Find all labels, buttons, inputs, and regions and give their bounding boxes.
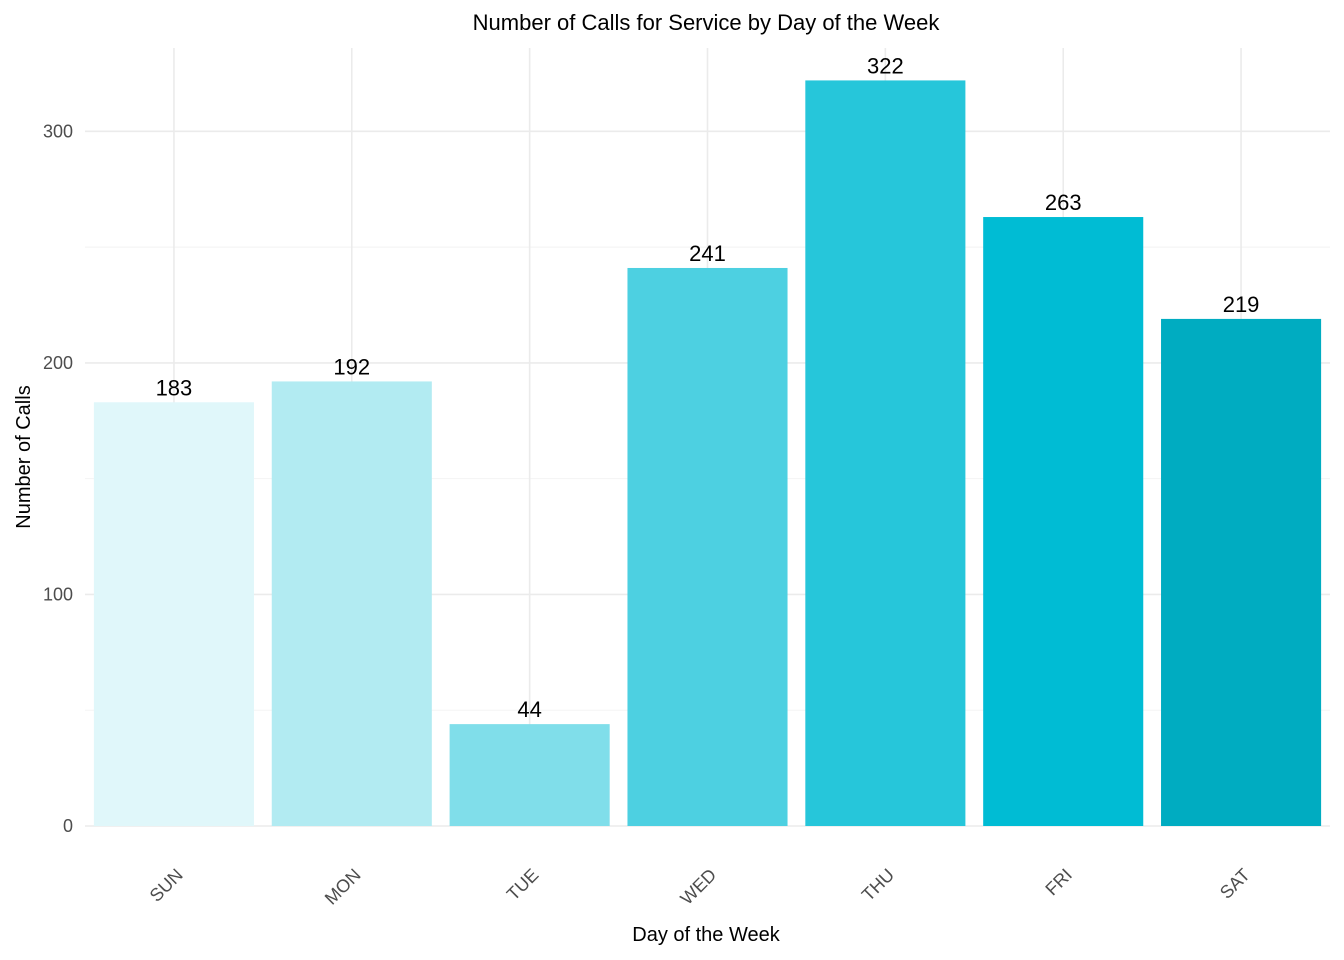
x-tick-label-sat: SAT [1216,865,1254,903]
data-labels-layer: 183 192 44 241 322 263 219 [156,53,1260,722]
bars-layer [93,80,1322,827]
x-tick-label-tue: TUE [503,865,543,905]
y-axis-ticks: 0 100 200 300 [43,121,73,836]
bar-wed [627,267,788,827]
chart-title: Number of Calls for Service by Day of th… [473,10,941,35]
data-label-mon: 192 [333,354,370,379]
bar-tue [449,724,610,826]
data-label-sun: 183 [156,375,193,400]
x-tick-label-fri: FRI [1041,865,1076,900]
bar-sun [93,402,254,826]
data-label-fri: 263 [1045,190,1082,215]
y-tick-label: 0 [63,816,73,836]
bar-sat [1161,318,1322,826]
data-label-thu: 322 [867,53,904,78]
x-tick-label-mon: MON [321,865,365,909]
y-axis-title: Number of Calls [13,385,35,528]
bar-fri [983,217,1144,826]
x-axis-ticks: SUN MON TUE WED THU FRI SAT [146,865,1254,909]
bar-thu [805,80,966,826]
x-tick-label-wed: WED [676,865,720,909]
y-tick-label: 100 [43,584,73,604]
y-tick-label: 300 [43,121,73,141]
x-tick-label-thu: THU [858,865,898,905]
x-tick-label-sun: SUN [146,865,187,906]
data-label-wed: 241 [689,241,726,266]
data-label-sat: 219 [1223,292,1260,317]
y-tick-label: 200 [43,353,73,373]
data-label-tue: 44 [517,697,541,722]
x-axis-title: Day of the Week [632,924,780,946]
bar-mon [271,381,432,826]
